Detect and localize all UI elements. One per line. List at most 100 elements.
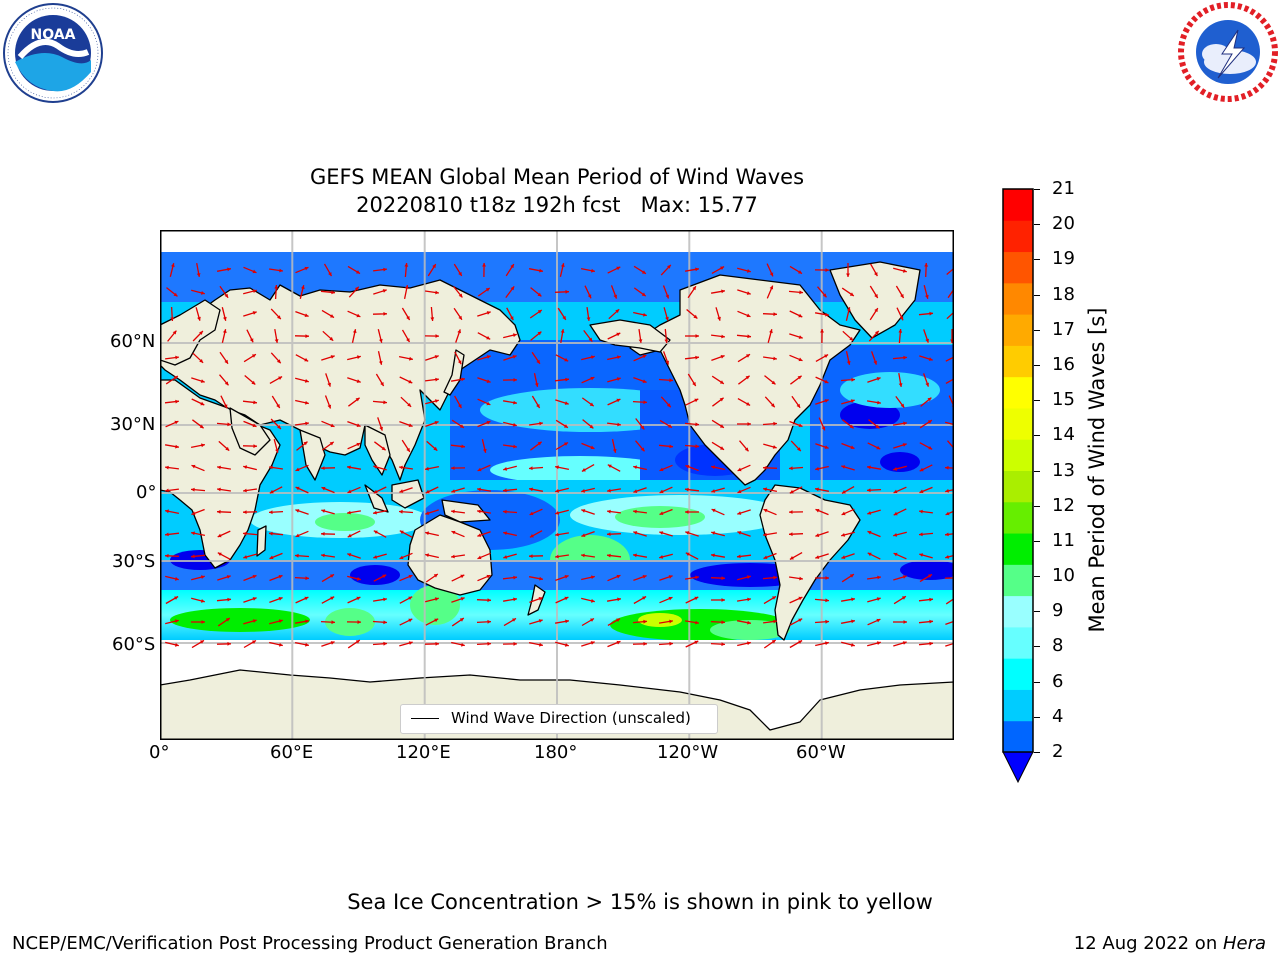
wind-wave-arrow-head bbox=[771, 640, 776, 644]
wind-wave-arrow-head bbox=[408, 596, 413, 600]
lat-label-30n: 30°N bbox=[110, 414, 156, 435]
land-europe bbox=[160, 299, 221, 366]
wind-wave-arrow-head bbox=[175, 399, 179, 404]
wind-wave-arrow-head bbox=[877, 575, 881, 580]
wind-wave-arrow-head bbox=[873, 360, 877, 365]
colorbar-tick-label: 16 bbox=[1052, 353, 1075, 375]
wind-wave-arrow-head bbox=[191, 511, 196, 515]
wind-wave-arrow-head bbox=[357, 620, 361, 624]
wind-wave-arrow-head bbox=[563, 424, 568, 428]
colorbar-tick-label: 13 bbox=[1052, 459, 1075, 481]
colorbar-segment bbox=[1003, 251, 1033, 284]
wind-wave-arrow-head bbox=[406, 447, 410, 452]
wind-wave-arrow-head bbox=[877, 400, 881, 405]
wind-wave-arrow-head bbox=[613, 294, 617, 299]
colorbar-tick-mark bbox=[1034, 646, 1040, 648]
colorbar-tick-mark bbox=[1034, 540, 1040, 542]
wind-wave-arrow-head bbox=[432, 264, 436, 269]
wind-wave-arrow-head bbox=[694, 398, 699, 403]
wind-wave-arrow-head bbox=[815, 555, 820, 559]
wind-wave-arrow-head bbox=[477, 533, 482, 537]
wind-wave-arrow-head bbox=[798, 423, 803, 427]
wind-wave-arrow-head bbox=[746, 575, 751, 579]
wind-wave-arrow-head bbox=[798, 335, 803, 339]
wind-wave-arrow-head bbox=[773, 575, 777, 580]
north-atlantic-cyan bbox=[840, 372, 940, 408]
wind-wave-arrow-head bbox=[721, 642, 725, 647]
wind-wave-arrow-head bbox=[717, 316, 721, 321]
wind-wave-arrow-head bbox=[503, 555, 508, 559]
wind-wave-arrow-head bbox=[536, 404, 540, 408]
wind-wave-arrow-head bbox=[243, 555, 248, 559]
wind-wave-arrow-head bbox=[841, 511, 846, 516]
wind-wave-arrow-head bbox=[330, 574, 334, 578]
wind-wave-arrow-head bbox=[347, 489, 352, 494]
wind-wave-arrow-head bbox=[425, 553, 429, 558]
wind-wave-arrow-head bbox=[201, 443, 205, 448]
wind-wave-arrow-head bbox=[486, 379, 491, 383]
wind-wave-arrow-head bbox=[330, 423, 335, 428]
wind-wave-arrow-head bbox=[607, 509, 611, 514]
wind-wave-arrow-head bbox=[945, 532, 949, 537]
map-title: GEFS MEAN Global Mean Period of Wind Wav… bbox=[309, 165, 805, 189]
wind-wave-arrow-head bbox=[589, 424, 594, 429]
wind-wave-arrow-head bbox=[406, 338, 410, 343]
wind-wave-arrow-head bbox=[382, 289, 387, 293]
wind-wave-arrow-head bbox=[251, 354, 256, 358]
wind-wave-arrow-head bbox=[581, 533, 586, 537]
wind-wave-arrow-head bbox=[200, 379, 205, 383]
wind-wave-arrow-head bbox=[483, 448, 487, 453]
wind-wave-arrow-head bbox=[711, 489, 716, 493]
wind-wave-arrow-head bbox=[902, 641, 907, 645]
wind-wave-arrow-head bbox=[269, 489, 274, 494]
wind-wave-arrow-head bbox=[539, 642, 543, 647]
wind-wave-arrow-head bbox=[529, 554, 533, 558]
wind-wave-arrow-head bbox=[789, 489, 794, 494]
wind-wave-arrow-head bbox=[382, 574, 387, 579]
wind-wave-arrow-head bbox=[278, 376, 283, 380]
wind-wave-arrow-head bbox=[383, 641, 387, 646]
wind-wave-arrow-head bbox=[406, 316, 410, 320]
wind-wave-arrow-head bbox=[589, 402, 594, 407]
wind-wave-arrow-head bbox=[737, 531, 742, 535]
wind-wave-arrow-head bbox=[643, 400, 647, 405]
wind-wave-arrow bbox=[947, 287, 954, 299]
wind-wave-arrow-head bbox=[513, 642, 517, 646]
wind-wave-arrow-head bbox=[899, 316, 904, 321]
wind-wave-arrow-head bbox=[399, 509, 403, 514]
noaa-logo-icon: NOAA bbox=[3, 3, 103, 103]
map-panel bbox=[160, 230, 954, 740]
wind-wave-arrow-head bbox=[172, 330, 177, 335]
wind-wave-arrow-head bbox=[820, 329, 824, 333]
wind-wave-arrow-head bbox=[590, 618, 594, 622]
wind-wave-arrow-head bbox=[867, 465, 871, 470]
wind-wave-arrow-head bbox=[919, 467, 924, 472]
wind-wave-arrow-head bbox=[669, 619, 673, 624]
colorbar-tick-label: 10 bbox=[1052, 565, 1075, 587]
wind-wave-arrow-head bbox=[846, 307, 851, 311]
wind-wave-arrow-head bbox=[451, 509, 455, 514]
wind-wave-arrow-head bbox=[425, 531, 429, 536]
wind-wave-arrow-head bbox=[901, 596, 906, 600]
wind-wave-arrow-head bbox=[581, 553, 585, 558]
colorbar-segment bbox=[1003, 564, 1033, 597]
wind-wave-arrow-head bbox=[685, 465, 690, 469]
wind-wave-arrow-head bbox=[763, 465, 767, 470]
wind-wave-arrow-head bbox=[487, 598, 491, 603]
wind-wave-arrow-head bbox=[607, 464, 612, 468]
colorbar-segment bbox=[1003, 626, 1033, 659]
wind-wave-arrow-head bbox=[251, 380, 256, 385]
colorbar-segment bbox=[1003, 376, 1033, 409]
colorbar-segment bbox=[1003, 282, 1033, 315]
wind-wave-arrow-head bbox=[321, 486, 326, 491]
wind-wave-arrow-head bbox=[199, 359, 204, 363]
wind-wave-arrow-head bbox=[798, 618, 803, 622]
wind-wave-arrow-head bbox=[373, 510, 377, 515]
wind-wave-arrow bbox=[945, 378, 954, 384]
wind-wave-arrow-head bbox=[331, 620, 335, 625]
wind-wave-arrow-head bbox=[356, 577, 361, 581]
wind-wave-arrow bbox=[945, 421, 954, 426]
wind-wave-arrow-head bbox=[321, 553, 325, 558]
wind-wave-arrow-head bbox=[347, 533, 352, 538]
wind-wave-arrow-head bbox=[217, 465, 221, 470]
